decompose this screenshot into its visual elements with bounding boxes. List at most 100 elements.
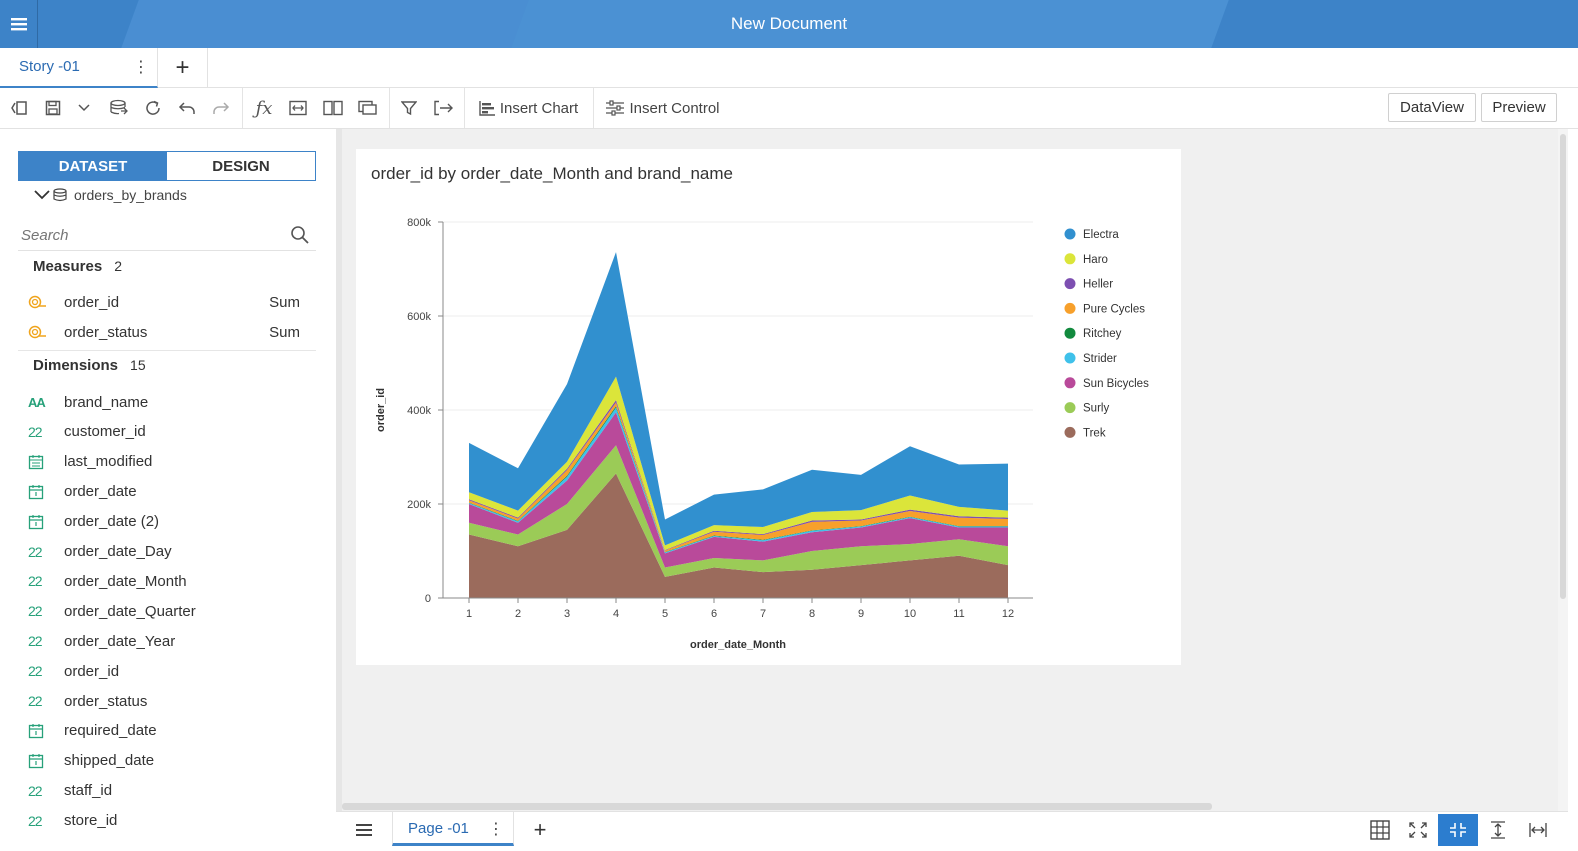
story-tab-label: Story -01 [19,58,80,75]
x-tick-label: 12 [1002,608,1014,620]
dataset-name: orders_by_brands [74,187,187,203]
tab-dataset[interactable]: DATASET [19,152,167,180]
fit-page-button[interactable] [1398,814,1438,846]
toggle-panel-button[interactable] [6,96,32,120]
tab-story-01[interactable]: Story -01 ⋮ [0,48,158,88]
more-options-icon[interactable]: ⋮ [488,821,504,838]
data-source-button[interactable] [106,96,132,120]
dimension-item[interactable]: order_date (2) [28,510,308,534]
x-tick-label: 11 [953,608,964,620]
chart-widget[interactable]: order_id by order_date_Month and brand_n… [356,149,1181,665]
insert-control-button[interactable]: Insert Control [600,96,725,120]
dimension-item[interactable]: 22 order_date_Day [28,540,308,564]
measure-item[interactable]: order_status Sum [28,320,308,344]
legend-swatch [1064,402,1076,414]
number-icon: 22 [28,603,43,620]
legend-swatch [1064,327,1076,339]
legend-label: Ritchey [1083,328,1122,340]
area-series-trek [469,473,1008,598]
toolbar-divider [242,88,243,128]
x-tick-label: 3 [564,608,570,620]
aggregation-label[interactable]: Sum [269,323,300,341]
dimension-name: order_date_Day [64,543,172,560]
dimension-item[interactable]: 22 order_date_Month [28,569,308,593]
preview-button[interactable]: Preview [1481,93,1557,122]
horizontal-scrollbar[interactable] [342,803,1212,810]
dimension-item[interactable]: last_modified [28,450,308,474]
refresh-button[interactable] [140,96,166,120]
legend-label: Trek [1083,427,1106,439]
redo-button[interactable] [208,96,234,120]
export-icon [434,100,453,116]
add-story-button[interactable]: + [158,48,208,88]
page-list-button[interactable] [344,814,384,846]
function-icon: ƒx [255,97,273,119]
save-button[interactable] [40,96,66,120]
columns-button[interactable] [320,96,346,120]
dimension-item[interactable]: 22 staff_id [28,779,308,803]
fit-height-button[interactable] [1478,814,1518,846]
toolbar-divider [389,88,390,128]
x-tick-label: 4 [613,608,619,620]
measure-item[interactable]: order_id Sum [28,290,308,314]
actual-size-button[interactable] [1438,814,1478,846]
data-panel: DATASET DESIGN orders_by_brands Measures… [0,129,336,851]
dimension-item[interactable]: order_date [28,480,308,504]
dimension-item[interactable]: 22 order_date_Quarter [28,599,308,623]
save-options-dropdown[interactable] [72,96,96,120]
legend-swatch [1064,302,1076,314]
y-tick-label: 200k [407,499,431,511]
fit-width-view-button[interactable] [1518,814,1558,846]
aggregation-label[interactable]: Sum [269,293,300,311]
y-tick-label: 600k [407,311,431,323]
measures-count: 2 [114,258,123,274]
dimension-item[interactable]: 22 customer_id [28,420,308,444]
bar-chart-icon [479,101,495,116]
dimensions-count: 15 [130,357,146,373]
x-tick-label: 5 [662,608,668,620]
undo-button[interactable] [174,96,200,120]
fit-width-button[interactable] [285,96,311,120]
grid-view-button[interactable] [1360,814,1400,846]
dataview-button[interactable]: DataView [1388,93,1476,122]
dimension-item[interactable]: required_date [28,719,308,743]
search-icon[interactable] [290,225,310,245]
more-options-icon[interactable]: ⋮ [133,59,149,76]
insert-chart-button[interactable]: Insert Chart [472,96,584,120]
panel-mode-switch: DATASET DESIGN [18,151,316,181]
grid-icon [1370,820,1390,840]
duplicate-button[interactable] [355,96,381,120]
measure-icon [28,295,52,309]
filter-button[interactable] [396,96,422,120]
dimension-item[interactable]: 22 order_status [28,689,308,713]
dimension-item[interactable]: shipped_date [28,749,308,773]
database-icon [53,188,67,202]
dimension-item[interactable]: 22 store_id [28,809,308,833]
fit-height-icon [1491,821,1505,839]
dimension-item[interactable]: 22 order_date_Year [28,629,308,653]
dimension-item[interactable]: AA brand_name [28,390,308,414]
dimensions-header: Dimensions 15 [33,357,146,374]
export-button[interactable] [430,96,458,120]
dataset-selector[interactable]: orders_by_brands [34,187,187,203]
area-series-surly [469,445,1008,577]
x-tick-label: 8 [809,608,815,620]
formula-button[interactable]: ƒx [250,96,278,120]
menu-button[interactable] [0,0,38,48]
chart-title: order_id by order_date_Month and brand_n… [371,164,733,183]
search-input[interactable] [18,221,278,249]
add-page-button[interactable]: + [533,817,547,842]
tab-page-01[interactable]: Page -01 ⋮ [392,812,514,846]
legend-label: Haro [1083,254,1108,266]
area-series-sun-bicycles [469,412,1008,568]
tab-design[interactable]: DESIGN [167,152,315,180]
document-title: New Document [730,14,848,33]
dimension-name: shipped_date [64,752,155,770]
sliders-icon [606,100,625,116]
duplicate-icon [358,100,377,115]
scrollbar-thumb[interactable] [1560,134,1566,599]
vertical-scrollbar[interactable] [1558,129,1568,811]
section-divider [18,350,316,351]
dimension-item[interactable]: 22 order_id [28,659,308,683]
